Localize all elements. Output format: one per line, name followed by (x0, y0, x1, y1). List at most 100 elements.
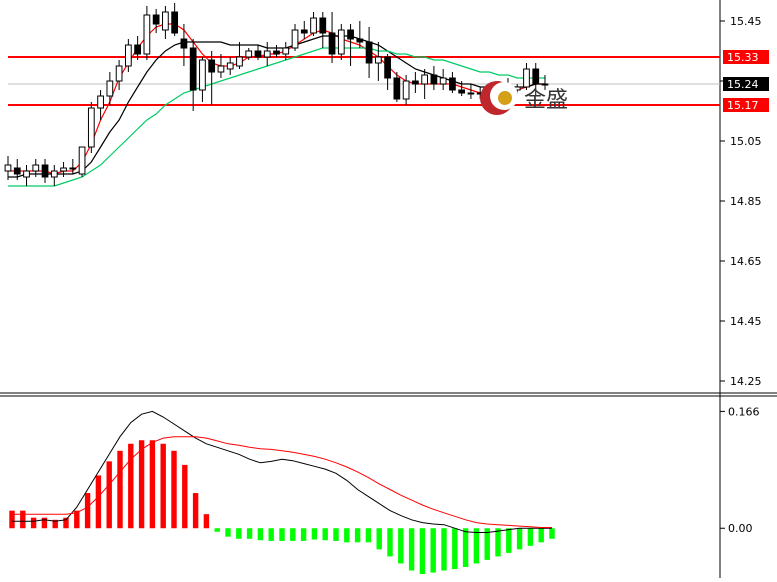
jinsheng-logo-icon (480, 81, 518, 115)
candle-body (162, 11, 169, 31)
histogram-bar (106, 461, 112, 529)
histogram-bar (138, 440, 145, 529)
candle-body (50, 170, 58, 178)
histogram-bar (257, 528, 264, 541)
histogram-bar (203, 514, 210, 529)
histogram-bar (149, 440, 156, 529)
price-axis: 15.4515.2515.0514.8514.6514.4514.250.166… (720, 15, 769, 535)
candle-body (263, 50, 271, 58)
candle-body (97, 95, 104, 109)
histogram-bar (387, 528, 393, 557)
candle-body (78, 146, 86, 175)
candle-body (134, 44, 141, 55)
candle-body (328, 32, 336, 55)
histogram-bar (538, 528, 544, 543)
histogram-bar (333, 528, 339, 541)
candle-body (254, 50, 262, 58)
candle-body (236, 56, 243, 67)
candle-body (337, 29, 345, 55)
level-price-label: 15.33 (727, 51, 759, 64)
histogram-bar (484, 528, 490, 560)
price-tick-label: 14.85 (730, 195, 762, 208)
macd-histogram (9, 440, 555, 574)
histogram-bar (74, 510, 80, 529)
candle-body (393, 77, 401, 100)
candle-body (189, 47, 197, 91)
candle-body (273, 50, 280, 55)
candle-body (106, 80, 114, 97)
candle-body (23, 170, 30, 178)
level-price-tag (723, 98, 769, 112)
histogram-bar (84, 493, 91, 529)
candle-body (41, 164, 49, 178)
candle-body (87, 107, 95, 148)
histogram-bar (128, 443, 134, 529)
candle-body (458, 89, 466, 94)
price-tick-label: 14.45 (730, 315, 762, 328)
histogram-bar (322, 528, 328, 541)
histogram-bar (462, 528, 469, 567)
candle-body (152, 14, 160, 25)
histogram-bar (214, 528, 220, 532)
price-tick-label: 15.45 (730, 15, 762, 28)
macd-lines (12, 410, 552, 533)
candle-body (60, 167, 67, 172)
candle-body (199, 59, 206, 91)
histogram-bar (419, 528, 426, 574)
candle-body (384, 56, 391, 79)
histogram-bar (452, 528, 458, 570)
histogram-bar (225, 528, 231, 537)
candle-body (208, 59, 216, 73)
current-price-label: 15.24 (727, 78, 759, 91)
candle-body (467, 92, 475, 95)
histogram-bar (268, 528, 274, 541)
histogram-bar (376, 528, 382, 550)
candlesticks (4, 3, 549, 186)
moving-average-line (8, 47, 545, 187)
macd-tick-label: 0.00 (728, 522, 753, 535)
candle-body (245, 50, 253, 58)
histogram-bar (408, 528, 415, 571)
candle-body (69, 167, 77, 170)
level-price-label: 15.17 (727, 99, 759, 112)
candle-body (347, 29, 354, 40)
histogram-bar (9, 510, 15, 529)
candle-body (523, 68, 530, 88)
horizontal-levels (8, 56, 720, 106)
histogram-bar (30, 517, 37, 529)
histogram-bar (549, 528, 555, 539)
histogram-bar (63, 517, 69, 529)
histogram-bar (192, 493, 199, 529)
histogram-bar (236, 528, 242, 539)
candle-body (310, 17, 317, 34)
logo-gold-dot (498, 91, 512, 105)
candle-body (365, 41, 373, 64)
histogram-bar (41, 517, 48, 529)
histogram-bar (279, 528, 285, 541)
histogram-bar (311, 528, 318, 540)
histogram-bar (516, 528, 523, 550)
histogram-bar (246, 528, 253, 539)
level-price-tag (723, 50, 769, 64)
candle-body (282, 47, 290, 55)
candle-body (421, 74, 429, 85)
logo-text: 金盛 (524, 88, 568, 113)
candle-body (412, 80, 419, 85)
histogram-bar (52, 519, 58, 529)
candle-body (374, 56, 382, 64)
candle-body (449, 77, 456, 91)
candle-body (217, 65, 225, 73)
histogram-bar (365, 528, 372, 543)
histogram-bar (430, 528, 436, 573)
histogram-bar (495, 528, 501, 557)
histogram-bar (117, 450, 123, 529)
candle-body (356, 38, 364, 43)
histogram-bar (441, 528, 447, 571)
candle-body (115, 65, 123, 82)
jinsheng-logo: 金盛 (480, 81, 568, 115)
candle-body (171, 11, 179, 34)
histogram-bar (182, 464, 188, 529)
histogram-bar (20, 510, 26, 529)
